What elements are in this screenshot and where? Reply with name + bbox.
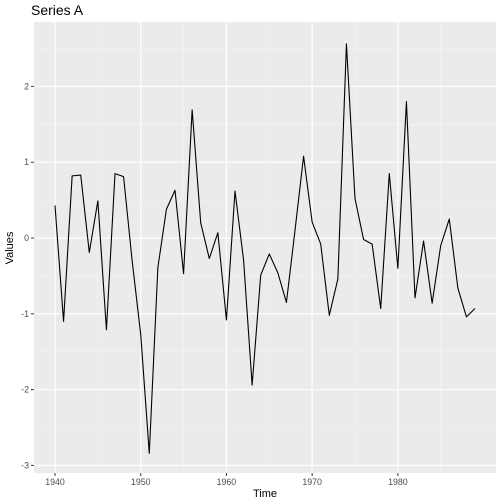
y-tick-label: -2 [21,385,29,395]
x-axis-title: Time [253,488,277,500]
y-axis-title: Values [4,231,16,264]
y-axis: -3 -2 -1 0 1 2 [21,81,34,470]
y-tick-label: 2 [24,81,29,91]
plot-panel [34,22,496,473]
x-tick-label: 1980 [388,477,408,487]
y-tick-label: -1 [21,309,29,319]
y-tick-label: -3 [21,460,29,470]
chart-title: Series A [31,2,84,18]
series-layer [54,43,476,454]
series-line [54,43,476,454]
x-tick-label: 1960 [217,477,237,487]
y-tick-label: 0 [24,233,29,243]
y-tick-label: 1 [24,157,29,167]
x-tick-label: 1940 [45,477,65,487]
x-tick-label: 1970 [302,477,322,487]
x-tick-label: 1950 [131,477,151,487]
x-axis: 1940 1950 1960 1970 1980 [45,473,408,487]
major-gridlines [34,22,496,473]
